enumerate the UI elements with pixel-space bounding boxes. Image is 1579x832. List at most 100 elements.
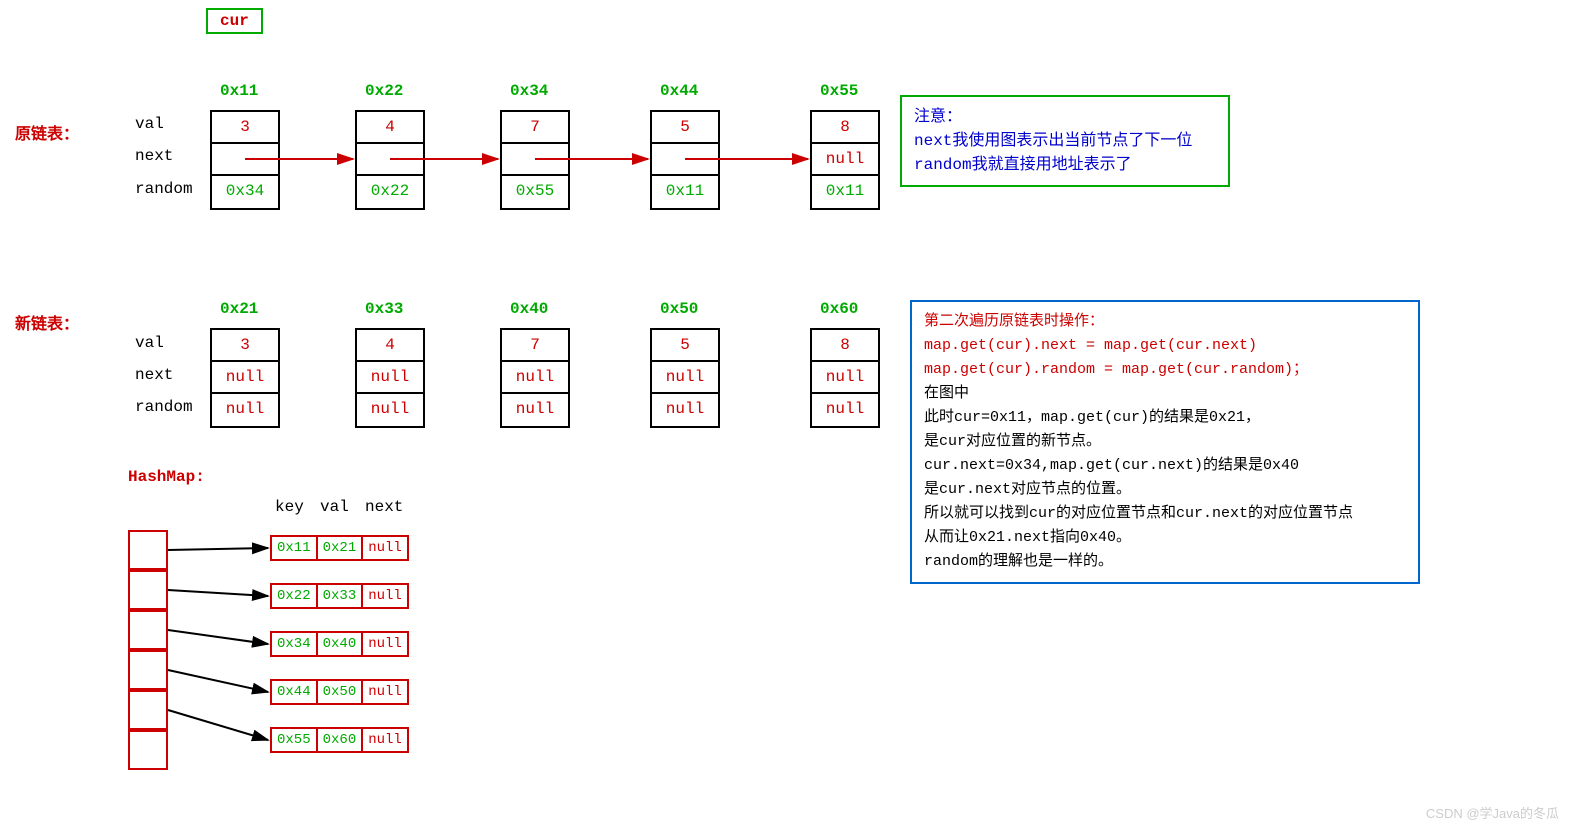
note1-l2: random我就直接用地址表示了 <box>914 153 1216 177</box>
hashmap-title: HashMap: <box>128 468 205 486</box>
new-node-0: 3 null null <box>210 328 280 428</box>
entry-n: null <box>363 585 407 607</box>
field-next-label-2: next <box>135 366 173 384</box>
orig-addr-1: 0x22 <box>365 82 403 100</box>
new-next-2: null <box>502 362 568 394</box>
entry-k: 0x55 <box>272 729 318 751</box>
orig-addr-0: 0x11 <box>220 82 258 100</box>
note2-l5: 此时cur=0x11，map.get(cur)的结果是0x21， <box>924 406 1406 430</box>
new-val-0: 3 <box>212 330 278 362</box>
orig-val-4: 8 <box>812 112 878 144</box>
entry-n: null <box>363 729 407 751</box>
hashmap-bucket-0 <box>128 530 168 570</box>
new-addr-3: 0x50 <box>660 300 698 318</box>
orig-next-0 <box>212 144 278 176</box>
orig-random-2: 0x55 <box>502 176 568 208</box>
orig-node-0: 3 0x34 <box>210 110 280 210</box>
hashmap-bucket-2 <box>128 610 168 650</box>
note2-l8: 是cur.next对应节点的位置。 <box>924 478 1406 502</box>
note2-l3: map.get(cur).random = map.get(cur.random… <box>924 358 1406 382</box>
note1-l1: next我使用图表示出当前节点了下一位 <box>914 129 1216 153</box>
hashmap-header-v: val <box>320 498 349 516</box>
entry-k: 0x11 <box>272 537 318 559</box>
new-node-2: 7 null null <box>500 328 570 428</box>
orig-random-0: 0x34 <box>212 176 278 208</box>
field-random-label-2: random <box>135 398 193 416</box>
note2-l9: 所以就可以找到cur的对应位置节点和cur.next的对应位置节点 <box>924 502 1406 526</box>
new-next-4: null <box>812 362 878 394</box>
cur-label: cur <box>206 8 263 34</box>
note-box-1: 注意： next我使用图表示出当前节点了下一位 random我就直接用地址表示了 <box>900 95 1230 187</box>
new-val-3: 5 <box>652 330 718 362</box>
orig-next-1 <box>357 144 423 176</box>
entry-k: 0x34 <box>272 633 318 655</box>
note-box-2: 第二次遍历原链表时操作： map.get(cur).next = map.get… <box>910 300 1420 584</box>
orig-val-0: 3 <box>212 112 278 144</box>
orig-node-1: 4 0x22 <box>355 110 425 210</box>
new-addr-4: 0x60 <box>820 300 858 318</box>
field-next-label: next <box>135 147 173 165</box>
entry-v: 0x21 <box>318 537 364 559</box>
orig-val-2: 7 <box>502 112 568 144</box>
new-random-3: null <box>652 394 718 426</box>
field-val-label: val <box>135 115 164 133</box>
hashmap-entry-3: 0x44 0x50 null <box>270 679 409 705</box>
note2-l7: cur.next=0x34,map.get(cur.next)的结果是0x40 <box>924 454 1406 478</box>
orig-list-label: 原链表： <box>15 120 79 144</box>
orig-addr-3: 0x44 <box>660 82 698 100</box>
hashmap-entry-0: 0x11 0x21 null <box>270 535 409 561</box>
orig-val-3: 5 <box>652 112 718 144</box>
hashmap-bucket-5 <box>128 730 168 770</box>
hashmap-header-k: key <box>275 498 304 516</box>
field-random-label: random <box>135 180 193 198</box>
orig-next-2 <box>502 144 568 176</box>
new-next-0: null <box>212 362 278 394</box>
entry-n: null <box>363 537 407 559</box>
note1-title: 注意： <box>914 105 1216 129</box>
entry-k: 0x22 <box>272 585 318 607</box>
new-node-4: 8 null null <box>810 328 880 428</box>
orig-random-3: 0x11 <box>652 176 718 208</box>
new-next-1: null <box>357 362 423 394</box>
new-addr-2: 0x40 <box>510 300 548 318</box>
new-next-3: null <box>652 362 718 394</box>
hashmap-entry-2: 0x34 0x40 null <box>270 631 409 657</box>
note2-l6: 是cur对应位置的新节点。 <box>924 430 1406 454</box>
new-node-3: 5 null null <box>650 328 720 428</box>
entry-v: 0x60 <box>318 729 364 751</box>
orig-node-4: 8 null 0x11 <box>810 110 880 210</box>
orig-node-2: 7 0x55 <box>500 110 570 210</box>
orig-addr-2: 0x34 <box>510 82 548 100</box>
watermark: CSDN @学Java的冬瓜 <box>1426 803 1559 822</box>
orig-next-4: null <box>812 144 878 176</box>
orig-node-3: 5 0x11 <box>650 110 720 210</box>
new-node-1: 4 null null <box>355 328 425 428</box>
note2-l2: map.get(cur).next = map.get(cur.next) <box>924 334 1406 358</box>
note2-l1: 第二次遍历原链表时操作： <box>924 310 1406 334</box>
new-list-label: 新链表： <box>15 310 79 334</box>
orig-addr-4: 0x55 <box>820 82 858 100</box>
entry-k: 0x44 <box>272 681 318 703</box>
note2-l11: random的理解也是一样的。 <box>924 550 1406 574</box>
entry-n: null <box>363 681 407 703</box>
entry-v: 0x40 <box>318 633 364 655</box>
hashmap-bucket-4 <box>128 690 168 730</box>
hashmap-header-n: next <box>365 498 403 516</box>
orig-val-1: 4 <box>357 112 423 144</box>
new-addr-0: 0x21 <box>220 300 258 318</box>
new-random-0: null <box>212 394 278 426</box>
entry-v: 0x33 <box>318 585 364 607</box>
hashmap-bucket-1 <box>128 570 168 610</box>
orig-next-3 <box>652 144 718 176</box>
new-val-1: 4 <box>357 330 423 362</box>
entry-v: 0x50 <box>318 681 364 703</box>
new-addr-1: 0x33 <box>365 300 403 318</box>
new-random-4: null <box>812 394 878 426</box>
entry-n: null <box>363 633 407 655</box>
hashmap-entry-4: 0x55 0x60 null <box>270 727 409 753</box>
new-random-1: null <box>357 394 423 426</box>
new-random-2: null <box>502 394 568 426</box>
new-val-2: 7 <box>502 330 568 362</box>
orig-random-4: 0x11 <box>812 176 878 208</box>
hashmap-entry-1: 0x22 0x33 null <box>270 583 409 609</box>
